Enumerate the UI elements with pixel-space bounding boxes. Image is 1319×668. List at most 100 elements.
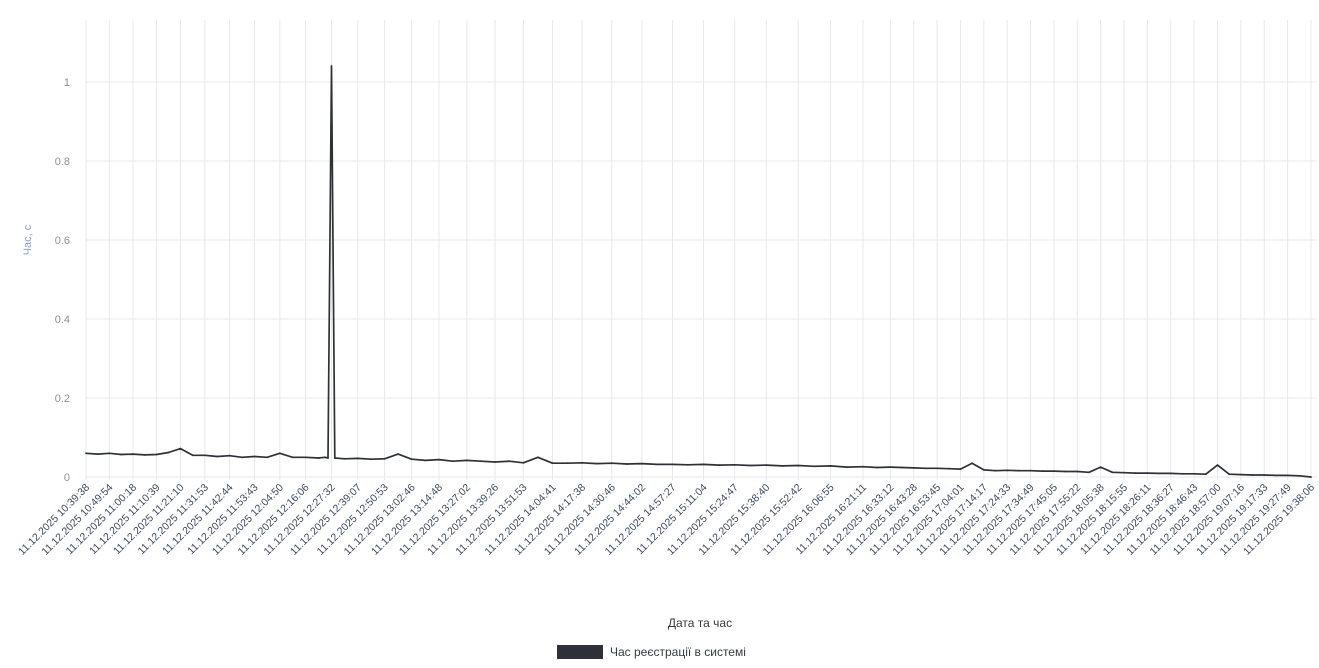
data-point — [936, 467, 938, 470]
data-point — [317, 457, 320, 459]
y-axis-ticks: 0 0.2 0.4 0.6 0.8 1 — [55, 77, 70, 484]
data-point — [1146, 472, 1149, 474]
data-point — [370, 458, 373, 461]
data-point — [132, 453, 134, 455]
legend-label: Час реєстрації в системі — [610, 645, 746, 659]
data-point — [862, 465, 864, 468]
data-point — [994, 469, 997, 472]
data-point — [410, 458, 413, 461]
data-point — [1310, 476, 1312, 478]
data-point — [356, 457, 359, 460]
data-point — [889, 466, 892, 468]
series-line — [85, 65, 1312, 478]
data-point — [1029, 469, 1032, 472]
data-point — [1240, 473, 1242, 476]
y-tick-label: 0.4 — [55, 314, 70, 326]
data-point — [1169, 472, 1172, 475]
data-point — [596, 462, 598, 465]
data-point — [656, 463, 659, 466]
data-point — [971, 462, 973, 465]
data-point — [452, 460, 454, 463]
data-point — [641, 462, 643, 465]
data-point — [687, 463, 689, 466]
data-point — [96, 453, 99, 455]
data-point — [155, 453, 158, 456]
data-point — [1088, 471, 1090, 474]
data-point — [781, 465, 784, 467]
data-point — [167, 451, 170, 454]
data-point — [397, 453, 399, 455]
data-point — [1076, 470, 1079, 473]
x-axis-label: Дата та час — [668, 616, 732, 630]
data-point — [671, 463, 674, 466]
data-point — [1204, 473, 1207, 476]
data-point — [253, 455, 256, 458]
data-point — [813, 465, 816, 468]
data-point — [912, 467, 915, 469]
data-point — [845, 466, 848, 468]
data-point — [108, 452, 111, 455]
data-point — [1216, 464, 1219, 466]
data-point — [982, 469, 985, 471]
data-point — [522, 461, 525, 464]
data-point — [216, 455, 219, 458]
y-tick-label: 1 — [64, 77, 70, 89]
data-point — [438, 458, 440, 461]
data-point — [266, 456, 269, 459]
data-point — [291, 456, 294, 459]
data-point — [383, 457, 386, 460]
data-point — [749, 464, 752, 467]
data-point — [143, 454, 146, 456]
data-point — [1193, 472, 1195, 475]
data-point — [1251, 474, 1254, 476]
data-point — [333, 457, 336, 459]
data-point — [278, 452, 281, 455]
data-point — [1298, 474, 1301, 477]
data-point — [551, 462, 554, 465]
grid — [85, 20, 1317, 480]
data-point — [1228, 473, 1231, 476]
data-point — [1123, 471, 1125, 474]
data-point — [120, 453, 123, 456]
data-point — [465, 459, 468, 462]
data-point — [1275, 474, 1277, 477]
y-tick-label: 0 — [64, 472, 70, 484]
data-point — [85, 452, 87, 455]
data-point — [179, 447, 182, 450]
data-point — [343, 457, 346, 460]
y-axis-label: Час, с — [22, 224, 34, 255]
legend-swatch — [557, 645, 603, 659]
data-point — [228, 454, 231, 457]
data-point — [1006, 469, 1009, 472]
data-point — [626, 463, 628, 465]
data-point — [702, 463, 705, 466]
data-point — [718, 464, 720, 466]
data-point — [1181, 472, 1184, 475]
y-tick-label: 0.6 — [55, 235, 70, 247]
data-point — [1099, 466, 1102, 468]
data-point — [566, 462, 569, 465]
data-point — [241, 456, 243, 459]
data-point — [901, 466, 903, 469]
data-point — [1018, 469, 1020, 472]
data-point — [959, 468, 962, 470]
data-point — [581, 461, 583, 464]
data-point — [947, 467, 950, 470]
data-point — [733, 463, 736, 466]
data-point — [508, 460, 511, 463]
data-point — [765, 464, 768, 466]
data-point — [1158, 472, 1160, 475]
data-point — [480, 460, 482, 463]
series-layer — [85, 65, 1312, 478]
data-point — [304, 456, 307, 459]
data-point — [875, 466, 878, 469]
legend[interactable]: Час реєстрації в системі — [557, 645, 746, 659]
data-point — [324, 456, 326, 459]
data-point — [797, 464, 800, 467]
data-point — [1041, 470, 1044, 472]
data-point — [204, 454, 206, 457]
data-point — [829, 465, 832, 467]
